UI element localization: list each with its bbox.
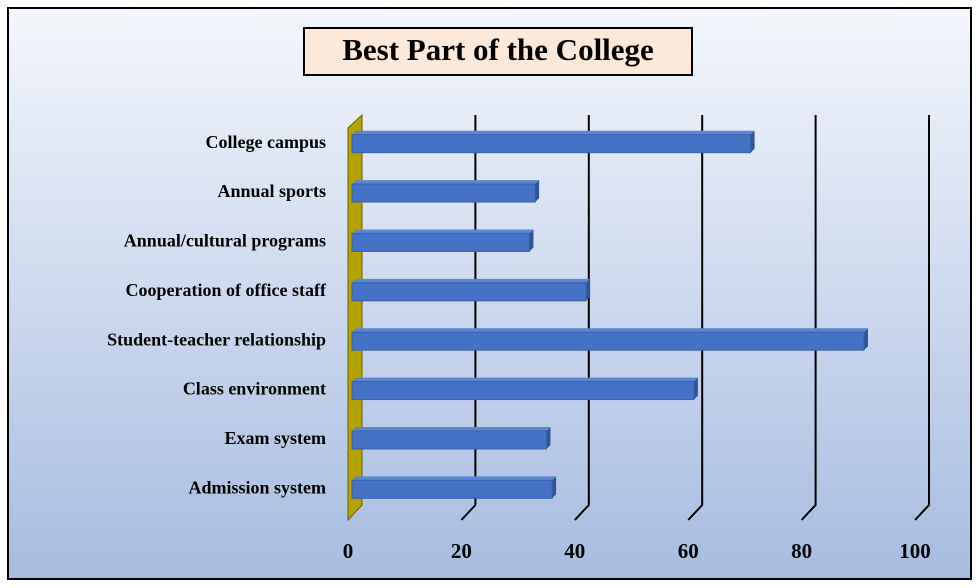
grid-line: [574, 115, 590, 521]
grid-line: [914, 115, 930, 521]
y-tick-label: Annual/cultural programs: [124, 231, 326, 251]
title-box: [303, 27, 693, 76]
bar: [351, 328, 868, 351]
x-tick-label: 100: [899, 539, 931, 563]
x-tick-label: 60: [678, 539, 699, 563]
y-tick-label: College campus: [206, 132, 327, 152]
bar: [351, 426, 551, 450]
x-tick-label: 80: [791, 539, 812, 563]
x-tick-label: 40: [564, 539, 585, 563]
grid-line: [687, 115, 704, 521]
x-tick-label: 20: [451, 539, 472, 563]
bar: [351, 180, 540, 203]
bar: [351, 278, 591, 302]
grid-line: [800, 115, 817, 521]
y-tick-label: Annual sports: [217, 181, 326, 201]
y-tick-label: Admission system: [188, 477, 326, 497]
chart-title: Best Part of the College: [342, 32, 654, 67]
bar: [351, 130, 755, 154]
side-wall: [347, 113, 363, 522]
x-tick-label: 0: [343, 539, 354, 563]
bar: [351, 377, 698, 401]
bar: [351, 476, 557, 499]
y-tick-label: Cooperation of office staff: [126, 280, 327, 300]
y-tick-label: Student-teacher relationship: [107, 329, 326, 349]
y-tick-label: Exam system: [225, 428, 327, 448]
y-tick-label: Class environment: [183, 379, 326, 399]
bar: [351, 229, 534, 252]
